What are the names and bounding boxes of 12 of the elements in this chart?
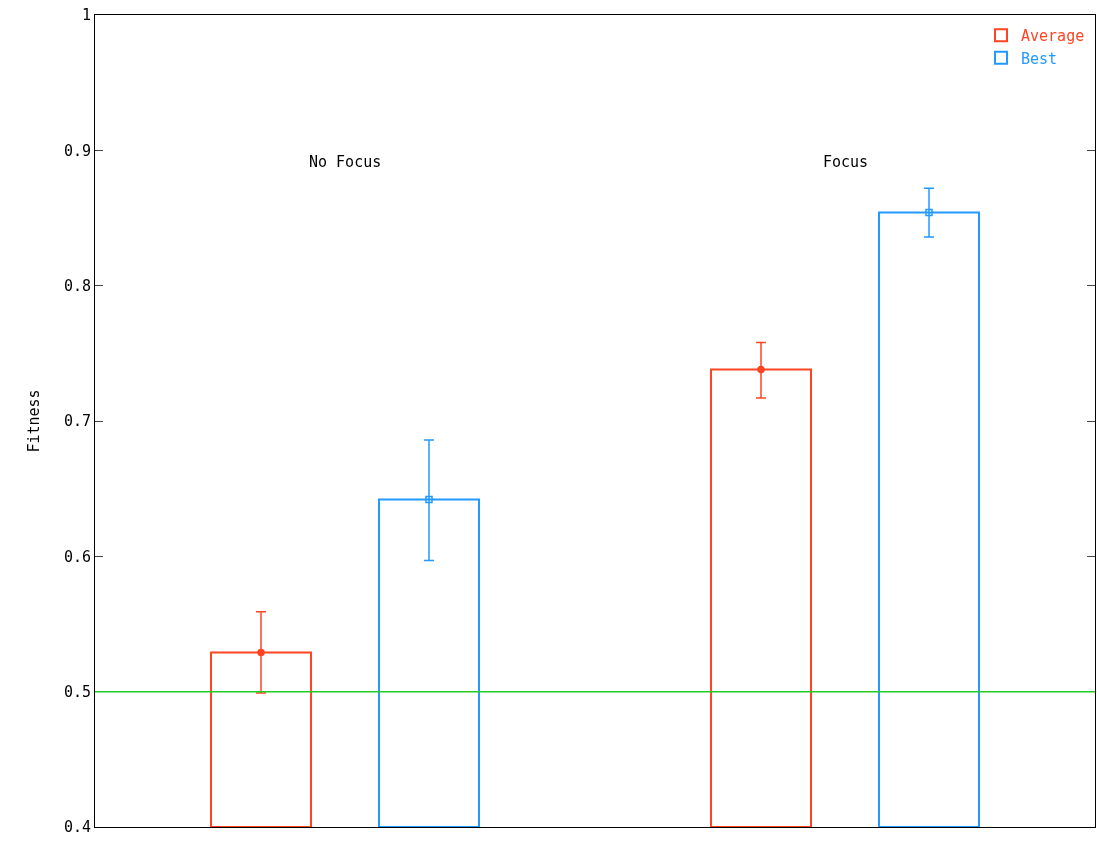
y-tick-label: 0.9 bbox=[63, 141, 91, 160]
y-tick-label: 0.7 bbox=[63, 412, 91, 431]
y-tick-label: 0.5 bbox=[63, 682, 91, 701]
legend-label: Best bbox=[1021, 49, 1058, 68]
y-tick-label: 1 bbox=[81, 6, 91, 25]
x-tick-label: Focus bbox=[823, 153, 869, 171]
y-tick-label: 0.8 bbox=[63, 276, 91, 295]
y-tick-label: 0.4 bbox=[63, 818, 91, 837]
y-axis-title: Fitness bbox=[25, 389, 44, 453]
y-tick-label: 0.6 bbox=[63, 547, 91, 566]
legend-label: Average bbox=[1021, 27, 1085, 46]
x-tick-label: No Focus bbox=[309, 153, 382, 171]
